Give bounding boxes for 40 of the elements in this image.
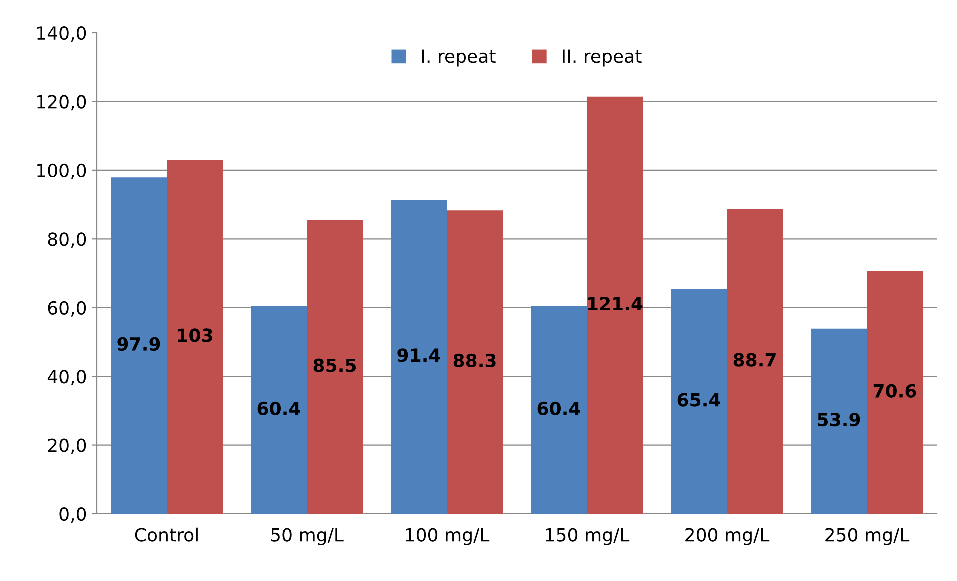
bar <box>811 328 867 514</box>
bar <box>671 289 727 514</box>
data-label: 91.4 <box>398 348 440 362</box>
y-tick-label: 40,0 <box>48 370 86 386</box>
x-tick-label: 250 mg/L <box>826 528 910 546</box>
x-tick-label: 50 mg/L <box>271 528 344 546</box>
x-tick-label: 150 mg/L <box>546 528 630 546</box>
bar <box>391 200 447 514</box>
bar <box>727 209 783 514</box>
bar <box>251 306 307 514</box>
data-label: 53.9 <box>818 412 860 427</box>
data-label: 88.7 <box>734 353 776 367</box>
x-tick-label: 200 mg/L <box>686 528 770 546</box>
bar <box>447 210 503 514</box>
y-tick-label: 100,0 <box>38 164 86 180</box>
y-tick-label: 140,0 <box>38 26 86 42</box>
y-tick-label: 0,0 <box>60 507 86 523</box>
bar <box>307 220 363 514</box>
y-tick-label: 80,0 <box>48 232 86 248</box>
bar <box>587 96 643 514</box>
data-label: 88.3 <box>454 354 496 368</box>
bar <box>167 160 223 514</box>
data-label: 60.4 <box>538 402 580 416</box>
data-label: 121.4 <box>588 297 643 310</box>
data-label: 85.5 <box>314 358 356 372</box>
x-tick-label: Control <box>135 528 198 542</box>
data-label: 60.4 <box>258 402 300 416</box>
bar <box>111 178 167 514</box>
y-tick-label: 60,0 <box>48 301 86 317</box>
data-label: 70.6 <box>874 384 916 398</box>
data-label: 97.9 <box>118 337 160 352</box>
bar <box>531 306 587 514</box>
legend-label: I. repeat <box>422 50 496 67</box>
data-label: 103 <box>178 328 212 342</box>
data-label: 65.4 <box>678 393 720 407</box>
y-tick-label: 120,0 <box>38 95 86 111</box>
y-tick-label: 20,0 <box>48 438 86 454</box>
bar <box>867 271 923 514</box>
legend-label: II. repeat <box>563 50 642 67</box>
x-tick-label: 100 mg/L <box>406 528 490 546</box>
